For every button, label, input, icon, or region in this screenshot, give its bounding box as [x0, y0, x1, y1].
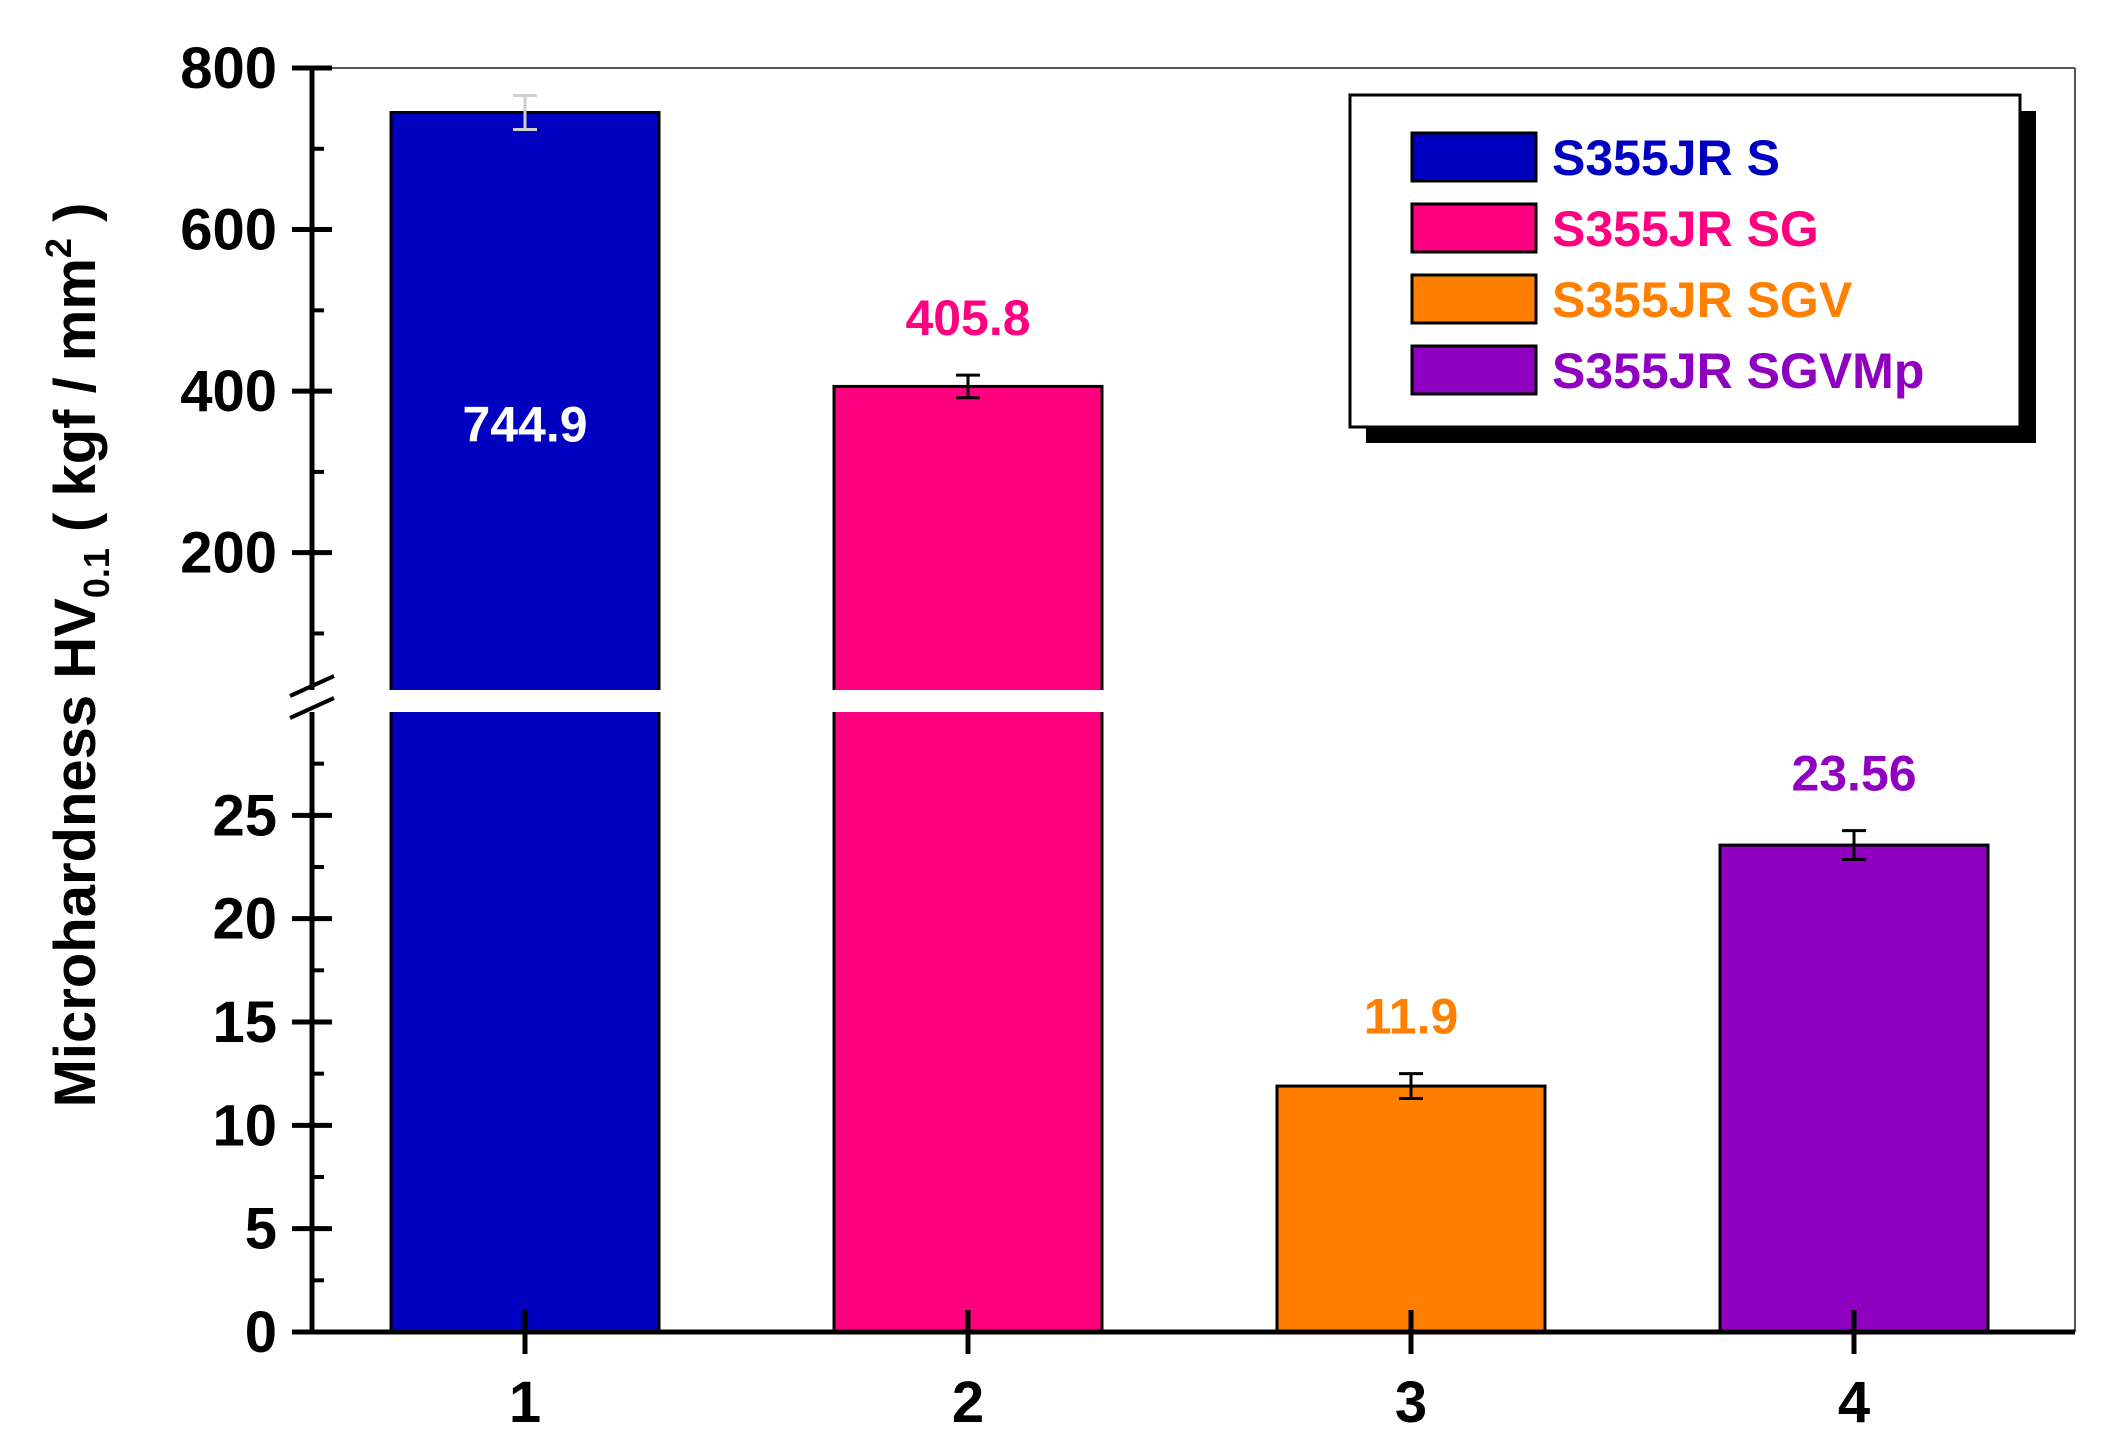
value-label-3: 11.9 [1364, 989, 1459, 1045]
y-tick-label-lower-25: 25 [212, 783, 277, 848]
legend-swatch-1 [1410, 131, 1538, 183]
value-label-2: 405.8 [905, 290, 1030, 346]
axis-break-mark-lower [289, 696, 335, 720]
y-tick-label-lower-15: 15 [212, 990, 277, 1055]
y-axis-title-units: ( kgf / mm [43, 258, 108, 548]
bar-2 [832, 384, 1104, 1334]
x-tick-label-3: 3 [1395, 1370, 1427, 1435]
y-tick-label-upper-400: 400 [180, 359, 277, 424]
value-labels: 744.9 405.8 11.9 23.56 [462, 290, 1916, 1045]
legend-label-2: S355JR SG [1552, 201, 1819, 257]
axis-break-gap [316, 690, 2071, 712]
legend-swatch-2 [1410, 202, 1538, 254]
y-tick-label-upper-800: 800 [180, 36, 277, 101]
bar-1 [389, 111, 661, 1334]
legend-label-4: S355JR SGVMp [1552, 343, 1924, 399]
bar-3 [1275, 1084, 1547, 1334]
x-tick-label-1: 1 [509, 1370, 541, 1435]
legend-swatch-3 [1410, 273, 1538, 325]
y-axis-title-main: Microhardness HV [43, 598, 108, 1108]
y-tick-label-lower-0: 0 [245, 1300, 277, 1365]
axes: 200 400 600 800 0 5 10 15 20 25 1 2 3 4 [180, 36, 2075, 1435]
value-label-4: 23.56 [1791, 746, 1916, 802]
value-label-1: 744.9 [462, 396, 587, 452]
legend-swatch-4 [1410, 344, 1538, 396]
x-tick-label-2: 2 [952, 1370, 984, 1435]
bars [389, 111, 1990, 1334]
legend-label-3: S355JR SGV [1552, 272, 1853, 328]
legend-label-1: S355JR S [1552, 130, 1780, 186]
y-tick-label-upper-600: 600 [180, 198, 277, 263]
y-tick-label-lower-10: 10 [212, 1093, 277, 1158]
y-axis-title-superscript: 2 [38, 238, 79, 258]
y-tick-label-lower-5: 5 [245, 1197, 277, 1262]
y-tick-label-upper-200: 200 [180, 521, 277, 586]
x-tick-label-4: 4 [1838, 1370, 1870, 1435]
legend: S355JR S S355JR SG S355JR SGV S355JR SGVMp [1348, 93, 2036, 443]
y-axis-title-units-close: ) [43, 203, 108, 238]
error-bars [513, 94, 1866, 1100]
y-axis-title: Microhardness HV0.1 ( kgf / mm2 ) [38, 203, 117, 1108]
y-tick-label-lower-20: 20 [212, 887, 277, 952]
plot-frame [312, 67, 2076, 1332]
bar-4 [1718, 843, 1990, 1334]
y-axis-title-subscript: 0.1 [76, 548, 117, 598]
